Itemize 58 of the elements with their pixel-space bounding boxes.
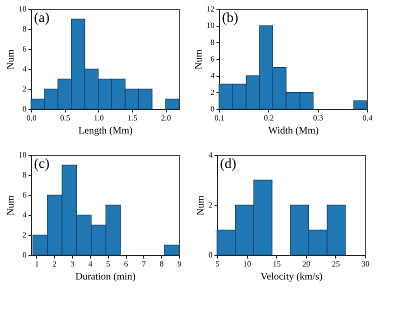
y-tick-label: 0 <box>22 104 26 114</box>
y-tick-label: 4 <box>208 150 212 160</box>
x-tick-label: 5 <box>216 260 220 268</box>
x-tick-label: 0.0 <box>26 114 36 122</box>
y-tick-label: 8 <box>22 24 26 34</box>
x-tick-label: 9 <box>178 260 182 268</box>
y-tick-label: 2 <box>22 84 26 94</box>
y-axis-title: Num <box>6 195 16 216</box>
x-tick-label: 10 <box>243 260 252 268</box>
y-tick-label: 0 <box>22 250 26 260</box>
y-tick-label: 2 <box>210 88 214 97</box>
x-tick-label: 1 <box>34 260 39 268</box>
y-tick-label: 6 <box>22 190 26 200</box>
y-axis-title: Num <box>6 49 16 70</box>
x-tick-label: 15 <box>272 260 281 268</box>
chart-title: (c) <box>34 157 50 172</box>
y-tick-label: 4 <box>22 64 26 74</box>
x-tick-label: 4 <box>88 260 92 268</box>
y-tick-label: 10 <box>206 21 214 30</box>
y-tick-label: 4 <box>210 71 214 80</box>
x-tick-label: 2.0 <box>161 114 172 122</box>
x-axis-title: Duration (min) <box>75 272 136 282</box>
x-tick-label: 30 <box>362 260 370 268</box>
y-axis-title: Num <box>194 49 204 70</box>
x-tick-label: 3 <box>70 260 75 268</box>
x-tick-label: 1.0 <box>94 114 104 122</box>
y-tick-label: 10 <box>18 150 26 160</box>
x-tick-label: 0.4 <box>362 114 372 122</box>
y-tick-label: 8 <box>22 170 26 180</box>
x-tick-label: 0.3 <box>313 114 324 122</box>
y-tick-label: 0 <box>210 104 214 114</box>
x-tick-label: 1.5 <box>127 114 138 122</box>
x-axis-title: Width (Mm) <box>268 126 319 136</box>
y-tick-label: 12 <box>206 4 214 14</box>
y-tick-label: 2 <box>22 230 26 240</box>
x-tick-label: 25 <box>332 260 340 268</box>
y-tick-label: 8 <box>210 38 214 47</box>
y-tick-label: 2 <box>208 200 212 210</box>
x-axis-title: Length (Mm) <box>78 126 133 136</box>
x-axis-title: Velocity (km/s) <box>260 272 322 282</box>
y-axis-title: Num <box>196 195 206 216</box>
y-tick-label: 4 <box>22 210 26 220</box>
chart-title: (d) <box>220 157 237 172</box>
y-tick-label: 0 <box>208 250 212 260</box>
y-tick-label: 6 <box>210 54 214 64</box>
chart-title: (a) <box>34 11 50 26</box>
x-tick-label: 2 <box>52 260 57 268</box>
y-tick-label: 6 <box>22 44 26 54</box>
chart-title: (b) <box>222 11 239 26</box>
x-tick-label: 0.2 <box>264 114 274 122</box>
x-tick-label: 5 <box>106 260 110 268</box>
x-tick-label: 20 <box>302 260 310 268</box>
x-tick-label: 6 <box>124 260 128 268</box>
x-tick-label: 0.5 <box>60 114 70 122</box>
x-tick-label: 0.1 <box>214 114 224 122</box>
y-tick-label: 10 <box>18 4 26 14</box>
x-tick-label: 8 <box>160 260 164 268</box>
x-tick-label: 7 <box>142 260 146 268</box>
